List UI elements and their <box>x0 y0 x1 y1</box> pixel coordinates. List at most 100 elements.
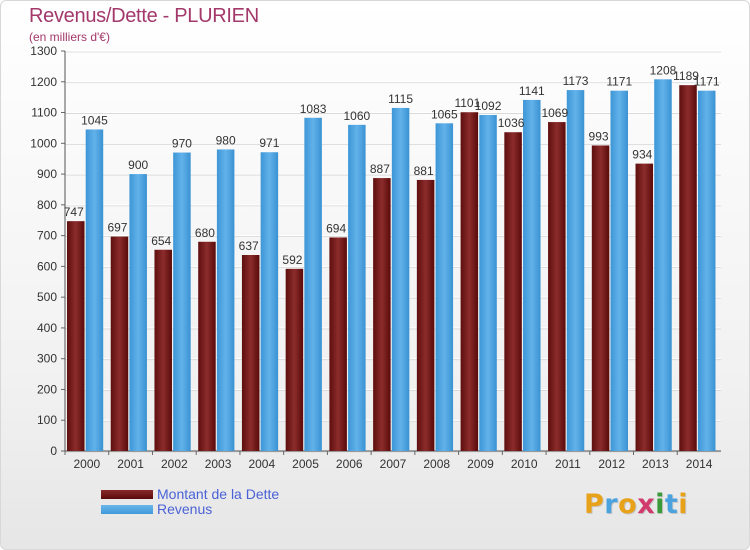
x-tick-label: 2012 <box>598 457 625 471</box>
y-tick-label: 100 <box>37 413 57 427</box>
data-label-debt: 1069 <box>541 106 568 120</box>
x-tick-label: 2001 <box>117 457 144 471</box>
bar-revenue <box>479 115 497 451</box>
y-tick-label: 900 <box>37 167 57 181</box>
data-label-debt: 993 <box>589 129 609 143</box>
bar-debt <box>548 122 566 452</box>
bar-debt <box>154 249 172 451</box>
y-tick-label: 800 <box>37 198 57 212</box>
logo-letter: o <box>618 489 638 520</box>
data-label-revenue: 1171 <box>694 75 720 89</box>
y-tick-label: 1100 <box>31 106 57 120</box>
y-tick-label: 200 <box>37 382 57 396</box>
x-tick-label: 2002 <box>161 457 188 471</box>
x-tick-label: 2008 <box>423 457 450 471</box>
data-label-revenue: 971 <box>259 136 279 150</box>
proxiti-logo: Proxiti <box>584 489 688 520</box>
chart-title: Revenus/Dette - PLURIEN <box>29 5 259 27</box>
bar-revenue <box>654 79 672 452</box>
data-label-revenue: 1115 <box>388 92 413 106</box>
x-tick-label: 2004 <box>248 457 275 471</box>
legend-swatch-debt <box>101 490 153 499</box>
bar-debt <box>591 145 610 451</box>
data-label-debt: 1189 <box>673 69 699 83</box>
x-tick-label: 2011 <box>555 457 581 471</box>
data-label-debt: 1036 <box>498 116 525 130</box>
bar-revenue <box>173 152 191 452</box>
bar-revenue <box>85 129 104 451</box>
bar-revenue <box>435 123 454 452</box>
x-tick-label: 2014 <box>686 457 713 471</box>
bar-debt <box>241 255 260 451</box>
data-label-revenue: 900 <box>128 158 148 172</box>
logo-letter: t <box>664 489 679 520</box>
x-tick-label: 2009 <box>467 457 494 471</box>
bar-revenue <box>348 124 366 451</box>
y-tick-label: 700 <box>37 229 57 243</box>
bar-debt <box>110 236 129 451</box>
legend-label-revenue: Revenus <box>157 501 213 517</box>
data-label-revenue: 1045 <box>81 113 108 127</box>
legend-label-debt: Montant de la Dette <box>157 486 280 502</box>
data-label-debt: 697 <box>107 221 127 235</box>
x-tick-label: 2010 <box>511 457 538 471</box>
data-label-debt: 887 <box>370 162 390 176</box>
bar-revenue <box>260 152 279 451</box>
y-tick-label: 1000 <box>30 136 57 150</box>
bar-debt <box>679 85 697 452</box>
data-label-debt: 747 <box>64 205 84 219</box>
x-tick-label: 2013 <box>642 457 669 471</box>
bar-debt <box>373 178 391 452</box>
x-tick-label: 2003 <box>205 457 232 471</box>
bar-debt <box>329 237 347 451</box>
bar-revenue <box>523 99 541 451</box>
data-label-revenue: 1065 <box>431 107 458 121</box>
y-tick-label: 600 <box>37 259 57 273</box>
bar-debt <box>504 132 522 451</box>
data-label-revenue: 970 <box>172 137 192 151</box>
x-tick-label: 2000 <box>74 457 101 471</box>
data-label-debt: 592 <box>282 253 302 267</box>
data-label-revenue: 1173 <box>563 74 589 88</box>
data-label-revenue: 1092 <box>475 99 502 113</box>
bar-debt <box>198 241 216 451</box>
data-label-debt: 934 <box>632 148 652 162</box>
logo-letter: i <box>678 489 689 520</box>
y-tick-label: 300 <box>37 352 57 366</box>
data-label-revenue: 1208 <box>650 63 677 77</box>
data-label-debt: 881 <box>414 164 434 178</box>
bar-debt <box>460 112 479 451</box>
data-label-revenue: 1060 <box>343 109 370 123</box>
x-tick-label: 2005 <box>292 457 319 471</box>
legend-swatch-revenue <box>101 505 153 514</box>
logo-letter: P <box>584 489 605 520</box>
x-tick-label: 2007 <box>380 457 407 471</box>
data-label-debt: 637 <box>239 239 259 253</box>
logo-letter: x <box>637 489 656 520</box>
logo-letter: i <box>655 489 665 520</box>
bar-revenue <box>391 107 410 451</box>
data-label-debt: 680 <box>195 226 215 240</box>
y-tick-label: 1200 <box>30 75 57 89</box>
y-tick-label: 1300 <box>30 44 57 58</box>
bar-debt <box>67 221 85 451</box>
bar-debt <box>635 163 654 451</box>
bar-revenue <box>216 149 235 451</box>
data-label-revenue: 980 <box>216 133 236 147</box>
chart-subtitle: (en milliers d'€) <box>29 30 110 44</box>
bar-debt <box>416 179 435 451</box>
y-tick-label: 0 <box>50 444 57 458</box>
y-tick-label: 400 <box>37 321 57 335</box>
x-tick-label: 2006 <box>336 457 363 471</box>
logo-letter: r <box>604 489 619 520</box>
data-label-debt: 654 <box>151 234 171 248</box>
data-label-revenue: 1083 <box>300 102 327 116</box>
bar-revenue <box>129 174 147 452</box>
data-label-debt: 1101 <box>454 96 480 110</box>
data-label-revenue: 1141 <box>519 84 545 98</box>
y-tick-label: 500 <box>37 290 57 304</box>
data-label-debt: 694 <box>326 221 346 235</box>
data-label-revenue: 1171 <box>606 75 632 89</box>
